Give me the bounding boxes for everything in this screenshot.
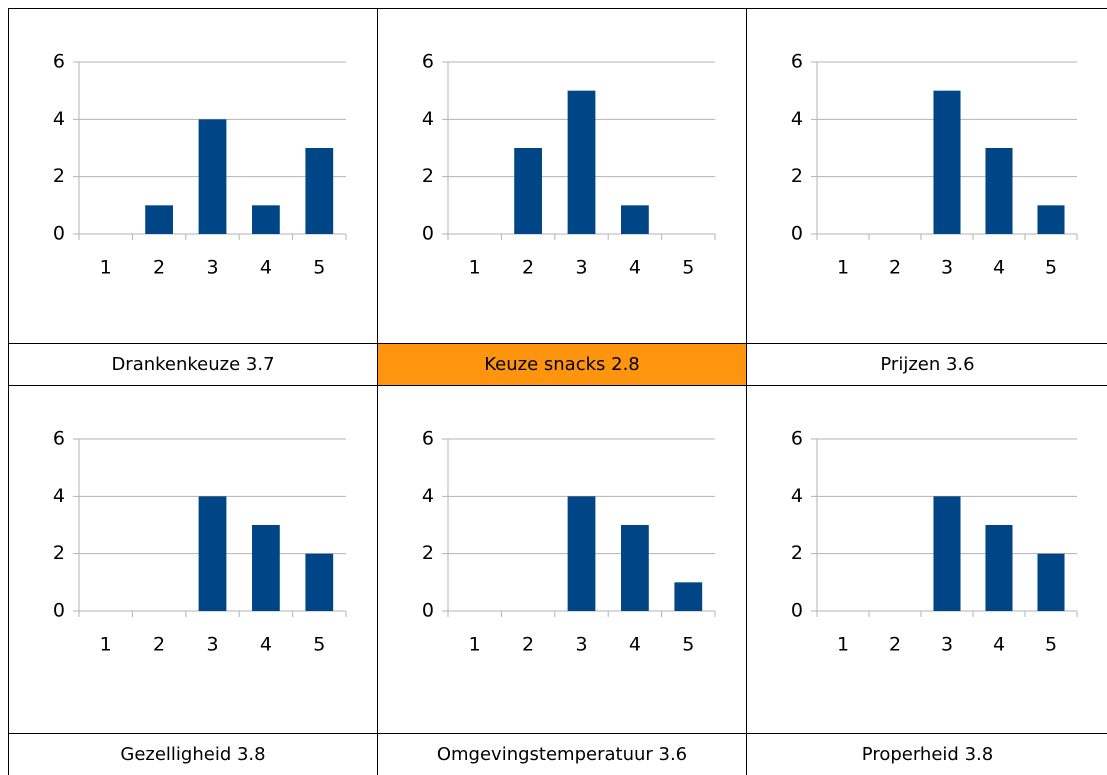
x-tick-label: 2 xyxy=(522,257,534,279)
x-tick-label: 5 xyxy=(682,257,694,279)
y-tick-label: 4 xyxy=(791,108,803,130)
bar xyxy=(674,582,703,611)
y-tick-label: 6 xyxy=(422,51,434,73)
x-tick-label: 3 xyxy=(941,257,953,279)
bar xyxy=(198,119,227,234)
x-tick-label: 4 xyxy=(260,634,272,656)
chart-cell: 0 2 4 6 1 2 3 4 5 xyxy=(746,385,1107,733)
y-tick-label: 2 xyxy=(422,165,434,187)
bar xyxy=(985,148,1013,234)
bar xyxy=(933,90,961,235)
chart-caption: Gezelligheid 3.8 xyxy=(8,733,377,775)
bar xyxy=(621,525,649,611)
chart: 0 2 4 6 1 2 3 4 5 xyxy=(53,51,347,279)
bar xyxy=(252,205,280,234)
x-tick-label: 5 xyxy=(682,634,694,656)
x-tick-label: 4 xyxy=(260,257,272,279)
y-tick-label: 4 xyxy=(53,485,65,507)
x-tick-label: 4 xyxy=(993,257,1005,279)
x-tick-label: 5 xyxy=(1045,634,1057,656)
bar xyxy=(145,205,173,234)
bar xyxy=(933,496,961,611)
x-tick-label: 4 xyxy=(629,257,641,279)
chart-cell: 0 2 4 6 1 2 3 4 5 xyxy=(377,385,746,733)
y-tick-label: 2 xyxy=(791,165,803,187)
chart: 0 2 4 6 1 2 3 4 5 xyxy=(53,428,347,656)
x-tick-label: 1 xyxy=(100,257,112,279)
y-tick-label: 0 xyxy=(53,223,65,245)
bar xyxy=(1037,205,1065,234)
y-tick-label: 2 xyxy=(53,542,65,564)
y-tick-label: 2 xyxy=(53,165,65,187)
bar xyxy=(1037,553,1065,611)
x-tick-label: 2 xyxy=(522,634,534,656)
x-tick-label: 5 xyxy=(313,257,325,279)
chart-caption: Keuze snacks 2.8 xyxy=(377,343,746,385)
bar xyxy=(252,525,280,611)
y-tick-label: 2 xyxy=(791,542,803,564)
bar xyxy=(621,205,649,234)
x-tick-label: 3 xyxy=(206,634,218,656)
bar xyxy=(305,148,334,234)
x-tick-label: 3 xyxy=(206,257,218,279)
chart-caption: Omgevingstemperatuur 3.6 xyxy=(377,733,746,775)
y-tick-label: 6 xyxy=(791,428,803,450)
y-tick-label: 6 xyxy=(53,428,65,450)
x-tick-label: 4 xyxy=(629,634,641,656)
x-tick-label: 1 xyxy=(469,634,481,656)
chart-cell: 0 2 4 6 1 2 3 4 5 xyxy=(746,8,1107,343)
chart: 0 2 4 6 1 2 3 4 5 xyxy=(422,51,716,279)
bar xyxy=(567,90,596,235)
y-tick-label: 6 xyxy=(791,51,803,73)
bar xyxy=(198,496,227,611)
x-tick-label: 2 xyxy=(153,257,165,279)
y-tick-label: 4 xyxy=(53,108,65,130)
chart: 0 2 4 6 1 2 3 4 5 xyxy=(791,428,1078,656)
chart: 0 2 4 6 1 2 3 4 5 xyxy=(422,428,716,656)
chart-caption: Drankenkeuze 3.7 xyxy=(8,343,377,385)
x-tick-label: 3 xyxy=(941,634,953,656)
x-tick-label: 1 xyxy=(837,634,849,656)
y-tick-label: 2 xyxy=(422,542,434,564)
x-tick-label: 3 xyxy=(575,634,587,656)
x-tick-label: 2 xyxy=(153,634,165,656)
y-tick-label: 0 xyxy=(791,600,803,622)
bar xyxy=(567,496,596,611)
y-tick-label: 4 xyxy=(791,485,803,507)
x-tick-label: 2 xyxy=(889,257,901,279)
y-tick-label: 0 xyxy=(791,223,803,245)
y-tick-label: 4 xyxy=(422,108,434,130)
x-tick-label: 4 xyxy=(993,634,1005,656)
chart: 0 2 4 6 1 2 3 4 5 xyxy=(791,51,1078,279)
y-tick-label: 0 xyxy=(53,600,65,622)
bar xyxy=(985,525,1013,611)
x-tick-label: 5 xyxy=(313,634,325,656)
bar xyxy=(305,553,334,611)
y-tick-label: 4 xyxy=(422,485,434,507)
x-tick-label: 1 xyxy=(100,634,112,656)
y-tick-label: 0 xyxy=(422,223,434,245)
y-tick-label: 6 xyxy=(422,428,434,450)
y-tick-label: 0 xyxy=(422,600,434,622)
chart-caption: Prijzen 3.6 xyxy=(746,343,1107,385)
y-tick-label: 6 xyxy=(53,51,65,73)
x-tick-label: 3 xyxy=(575,257,587,279)
chart-caption: Properheid 3.8 xyxy=(746,733,1107,775)
bar xyxy=(514,148,542,234)
chart-cell: 0 2 4 6 1 2 3 4 5 xyxy=(8,8,377,343)
x-tick-label: 1 xyxy=(837,257,849,279)
chart-cell: 0 2 4 6 1 2 3 4 5 xyxy=(377,8,746,343)
x-tick-label: 1 xyxy=(469,257,481,279)
chart-cell: 0 2 4 6 1 2 3 4 5 xyxy=(8,385,377,733)
x-tick-label: 2 xyxy=(889,634,901,656)
x-tick-label: 5 xyxy=(1045,257,1057,279)
